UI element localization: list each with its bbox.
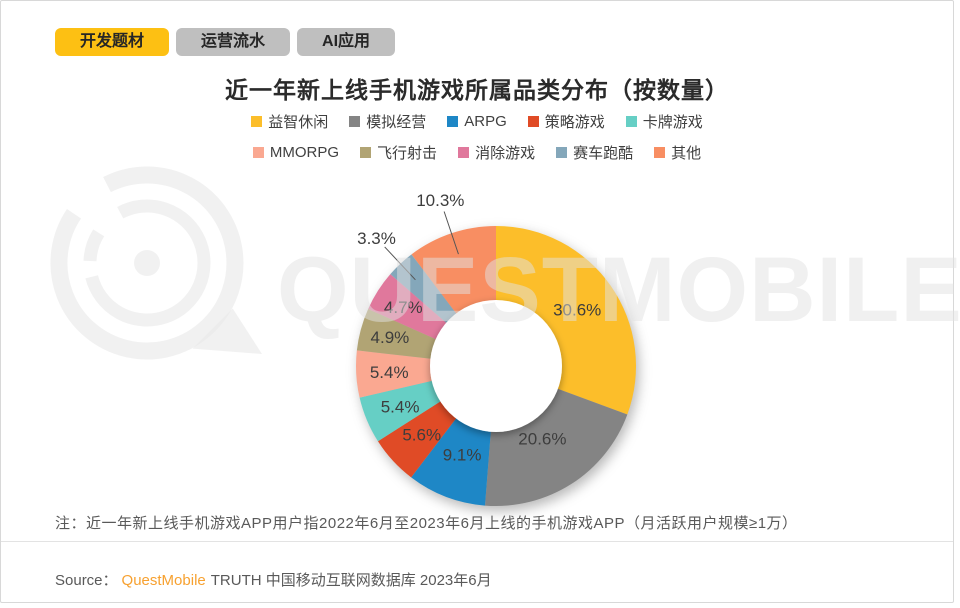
footnote: 注：近一年新上线手机游戏APP用户指2022年6月至2023年6月上线的手机游戏…: [55, 515, 798, 532]
legend-label-2: ARPG: [464, 113, 507, 130]
pct-label-2: 9.1%: [443, 446, 482, 465]
legend-label-9: 其他: [671, 145, 702, 162]
source-prefix: Source：: [55, 572, 118, 589]
pct-label-3: 5.6%: [402, 425, 441, 444]
legend-item-5: MMORPG: [252, 144, 340, 161]
legend-swatch-3: [527, 116, 539, 127]
legend-row-1: 益智休闲 模拟经营 ARPG 策略游戏 卡牌游戏: [1, 111, 953, 132]
legend-swatch-5: [252, 147, 264, 158]
legend-swatch-9: [654, 147, 666, 158]
pct-label-8: 3.3%: [357, 229, 396, 248]
legend-label-7: 消除游戏: [475, 145, 536, 162]
legend-label-3: 策略游戏: [544, 114, 605, 131]
logo-bubble-tail: [192, 308, 262, 354]
legend-swatch-2: [447, 116, 459, 127]
legend-item-4: 卡牌游戏: [625, 111, 703, 132]
questmobile-logo-watermark: [50, 166, 262, 360]
pct-label-9: 10.3%: [416, 191, 464, 210]
legend-label-4: 卡牌游戏: [642, 114, 703, 131]
legend-item-6: 飞行射击: [360, 142, 437, 163]
legend-swatch-1: [349, 116, 361, 127]
legend-item-0: 益智休闲: [251, 111, 328, 132]
pct-label-0: 30.6%: [553, 300, 601, 319]
pct-label-4: 5.4%: [381, 397, 420, 416]
legend-label-6: 飞行射击: [377, 145, 438, 162]
logo-center-dot: [134, 250, 160, 276]
source-brand: QuestMobile: [121, 572, 206, 589]
legend-item-2: ARPG: [447, 113, 507, 130]
chart-title: 近一年新上线手机游戏所属品类分布（按数量）: [225, 77, 729, 103]
donut-hole: [430, 300, 562, 432]
legend-label-1: 模拟经营: [366, 114, 427, 131]
legend-label-0: 益智休闲: [268, 114, 329, 131]
callout-line-9: [443, 211, 459, 255]
pct-label-1: 20.6%: [518, 429, 566, 448]
footer-divider: [1, 541, 953, 542]
legend-swatch-4: [625, 116, 637, 127]
legend-swatch-6: [360, 147, 372, 158]
source-rest: TRUTH 中国移动互联网数据库 2023年6月: [210, 572, 492, 589]
source-line: Source： QuestMobile TRUTH 中国移动互联网数据库 2023年…: [55, 569, 492, 590]
legend-item-9: 其他: [654, 142, 701, 163]
legend-item-3: 策略游戏: [527, 111, 605, 132]
legend-label-8: 赛车跑酷: [573, 145, 634, 162]
legend-swatch-8: [556, 147, 568, 158]
callout-line-8: [384, 246, 416, 281]
legend-swatch-7: [458, 147, 470, 158]
tab-dev-theme[interactable]: 开发题材: [55, 28, 170, 56]
pct-label-5: 5.4%: [370, 363, 409, 382]
legend-item-7: 消除游戏: [458, 142, 535, 163]
legend-swatch-0: [251, 116, 263, 127]
legend-item-8: 赛车跑酷: [556, 142, 633, 163]
legend-label-5: MMORPG: [269, 144, 340, 161]
pct-label-6: 4.9%: [371, 328, 410, 347]
legend-item-1: 模拟经营: [349, 111, 426, 132]
tab-bar: 开发题材 运营流水 AI应用: [55, 28, 396, 56]
pie-labels: 30.6% 20.6% 9.1%5.6% 5.4% 5.4% 4.9% 4.7% 3.3% 10…: [357, 191, 601, 465]
donut-chart: 30.6% 20.6% 9.1%5.6% 5.4% 5.4% 4.9% 4.7% 3.3% 10…: [355, 191, 636, 507]
tab-ai-app[interactable]: AI应用: [297, 28, 396, 56]
tab-revenue[interactable]: 运营流水: [176, 28, 291, 56]
legend-row-2: MMORPG 飞行射击 消除游戏 赛车跑酷 其他: [1, 142, 953, 163]
pct-label-7: 4.7%: [384, 298, 423, 317]
